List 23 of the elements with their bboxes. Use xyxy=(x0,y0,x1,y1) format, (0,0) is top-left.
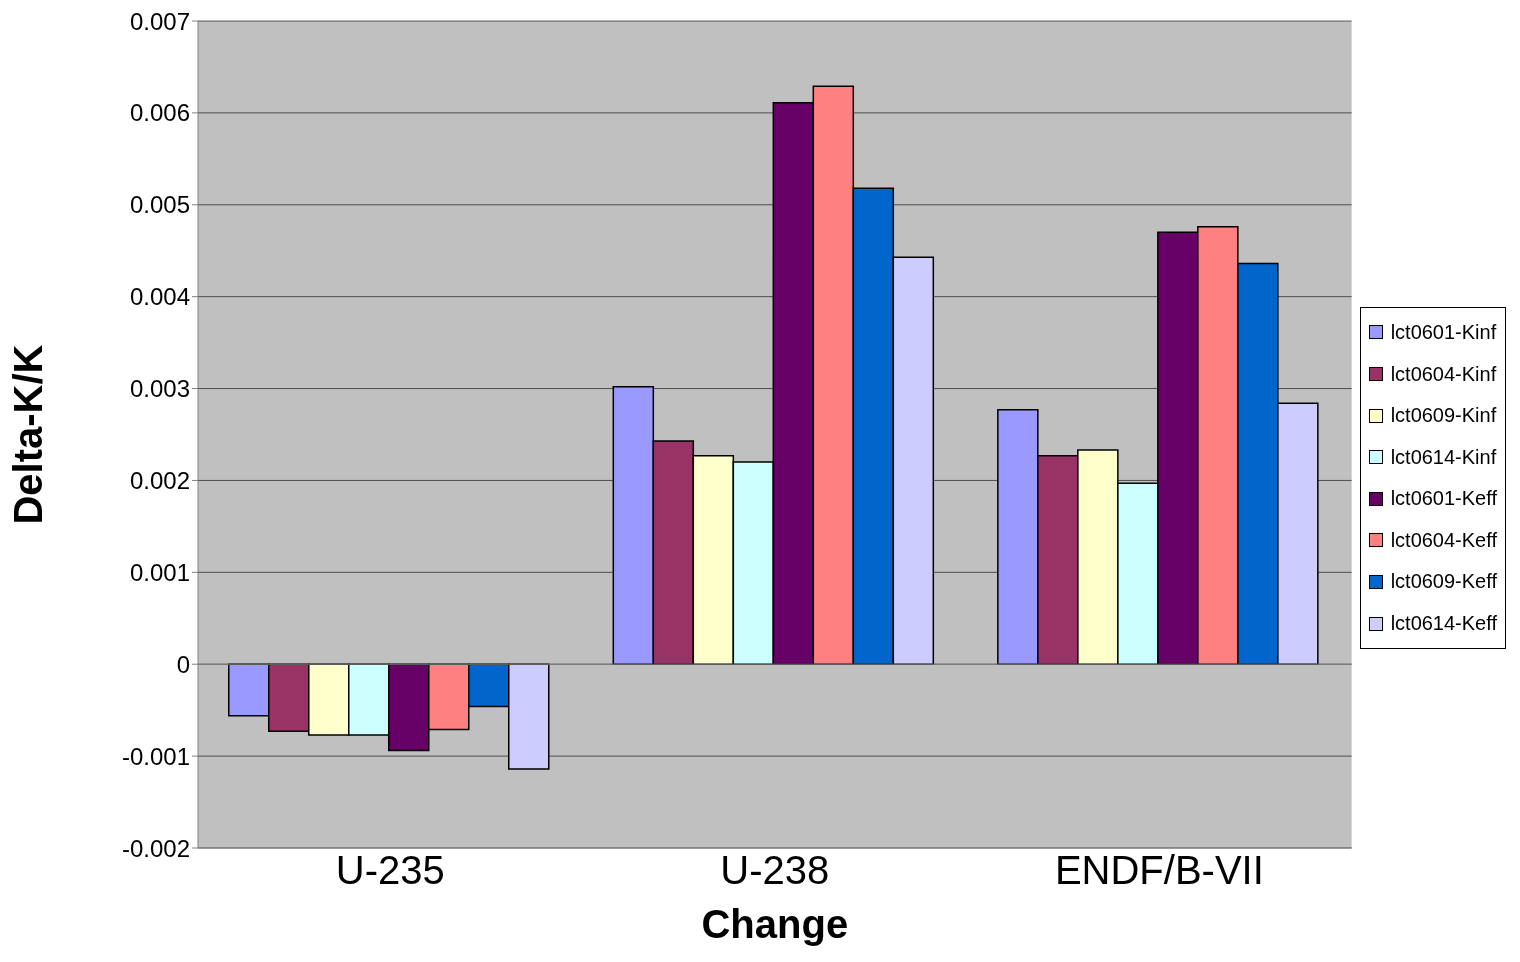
y-tick-label: 0 xyxy=(176,650,190,678)
x-tick-label: ENDF/B-VII xyxy=(1054,848,1264,893)
y-tick-label: 0.001 xyxy=(129,558,190,586)
y-tick-label: -0.001 xyxy=(121,742,190,770)
y-tick-label: 0.007 xyxy=(129,7,190,35)
legend-label: lct0609-Kinf xyxy=(1390,404,1497,428)
legend-label: lct0601-Keff xyxy=(1390,487,1497,511)
legend-label: lct0604-Kinf xyxy=(1390,362,1497,386)
legend-label: lct0614-Keff xyxy=(1390,612,1497,636)
x-tick-label: U-238 xyxy=(720,848,830,893)
legend-label: lct0601-Kinf xyxy=(1390,320,1497,344)
y-tick-label: 0.003 xyxy=(129,375,190,403)
y-tick-label: 0.006 xyxy=(129,99,190,127)
legend-label: lct0604-Keff xyxy=(1390,528,1497,552)
y-tick-label: 0.002 xyxy=(129,466,190,494)
y-tick-label: -0.002 xyxy=(121,834,190,862)
y-tick-label: 0.005 xyxy=(129,191,190,219)
x-tick-label: U-235 xyxy=(335,848,445,893)
y-axis-title: Delta-K/K xyxy=(6,344,51,525)
legend-label: lct0614-Kinf xyxy=(1390,445,1497,469)
x-axis-title: Change xyxy=(701,902,849,946)
y-tick-label: 0.004 xyxy=(129,283,190,311)
legend-label: lct0609-Keff xyxy=(1390,570,1497,594)
